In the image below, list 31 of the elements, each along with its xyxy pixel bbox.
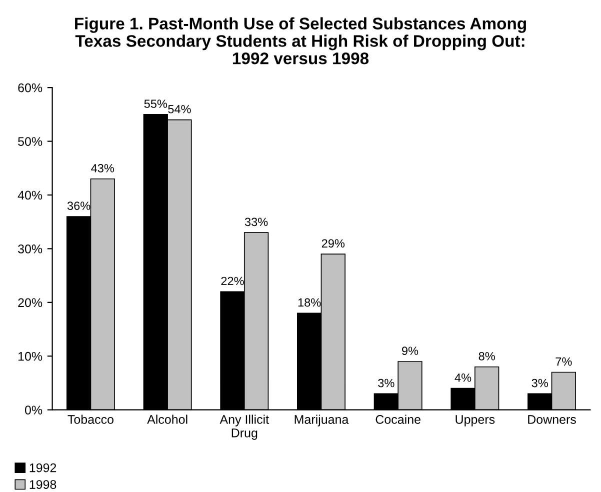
x-tick-label: Cocaine <box>376 414 420 424</box>
data-label: 29% <box>322 239 345 248</box>
x-tick-label: Downers <box>528 415 576 424</box>
x-tick-label: Any Illicit Drug <box>220 414 269 440</box>
legend-label: 1992 <box>30 463 56 472</box>
y-tick-label: 10% <box>18 352 42 361</box>
data-label: 54% <box>168 104 191 114</box>
data-label: 4% <box>454 374 472 382</box>
data-label: 9% <box>402 346 418 355</box>
data-label: 18% <box>298 298 321 307</box>
data-label: 33% <box>244 218 268 226</box>
data-label: 43% <box>91 164 114 172</box>
data-label: 55% <box>144 100 168 108</box>
data-label: 3% <box>532 378 548 388</box>
data-label: 3% <box>378 378 394 388</box>
data-label: 22% <box>221 276 244 286</box>
data-label: 8% <box>478 352 495 360</box>
legend-label: 1998 <box>30 480 56 489</box>
y-tick-label: 50% <box>18 137 42 146</box>
y-tick-label: 0% <box>24 406 42 414</box>
x-tick-label: Tobacco <box>68 414 114 424</box>
chart-title: Figure 1. Past-Month Use of Selected Substances Among Texas Secondary Students at High Risk of Dropping Out: 1992 versus 1998 <box>75 17 526 64</box>
data-label: 7% <box>556 357 572 366</box>
y-tick-label: 20% <box>18 298 42 308</box>
x-tick-label: Uppers <box>456 415 495 426</box>
y-tick-label: 40% <box>18 190 42 200</box>
y-tick-label: 30% <box>18 244 42 254</box>
y-tick-label: 60% <box>18 83 42 92</box>
data-label: 36% <box>67 202 90 210</box>
x-tick-label: Alcohol <box>147 414 188 424</box>
x-tick-label: Marijuana <box>294 414 349 426</box>
